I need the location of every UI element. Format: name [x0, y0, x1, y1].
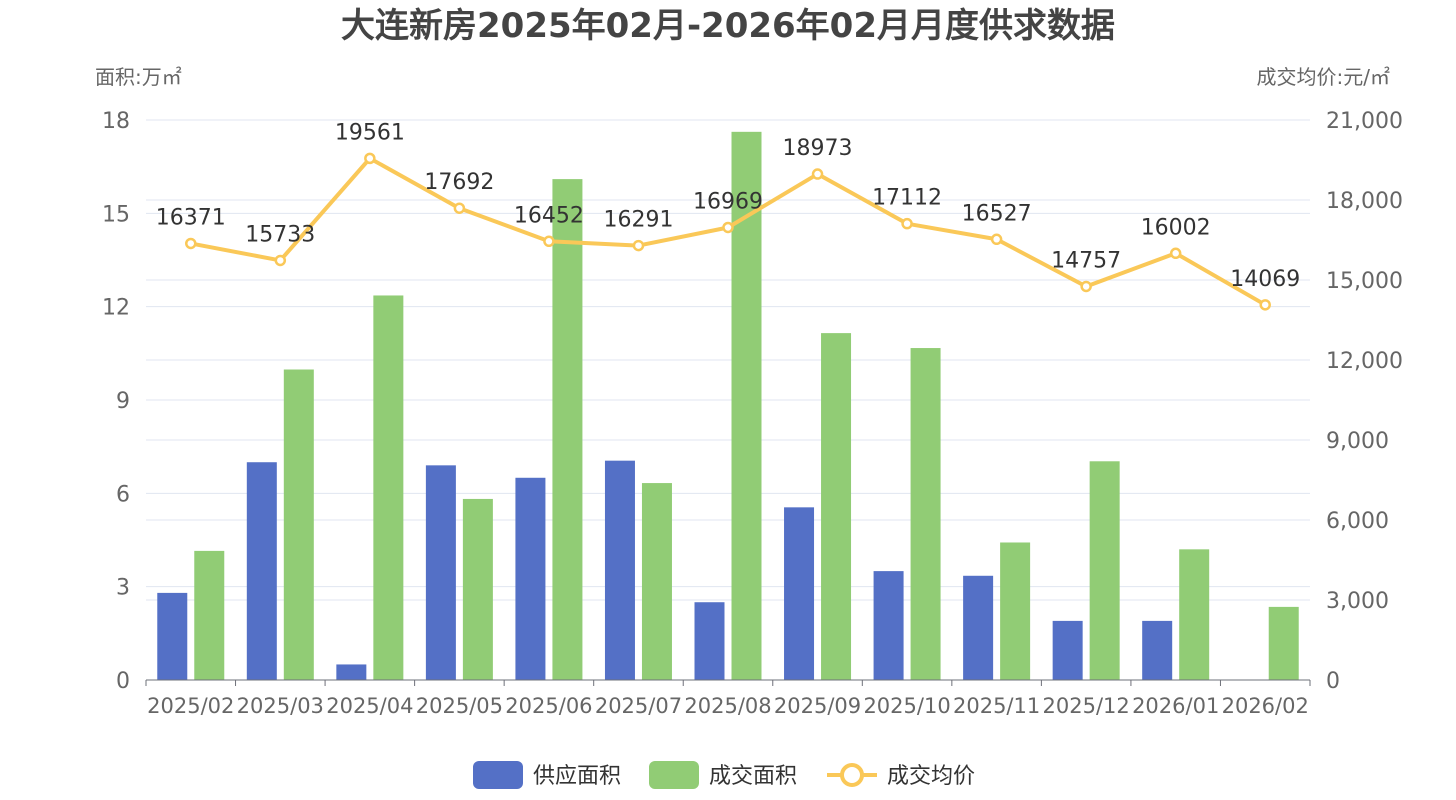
deal-area-bar	[1179, 549, 1210, 680]
price-data-label: 15733	[245, 222, 315, 247]
supply-area-bar	[515, 477, 546, 680]
price-point	[632, 239, 645, 252]
x-tick-label: 2025/08	[684, 694, 771, 718]
supply-area-bar	[1142, 620, 1173, 680]
x-tick-label: 2026/01	[1132, 694, 1219, 718]
price-point	[1169, 247, 1182, 260]
deal-area-bar	[373, 295, 404, 680]
supply-area-bar	[873, 571, 904, 680]
legend-label-price: 成交均价	[887, 764, 975, 789]
price-line: 16371 15733 19561 17692 16452 16291 16969 18973…	[156, 120, 1300, 311]
chart-title: 大连新房2025年02月-2026年02月月度供求数据	[341, 6, 1115, 46]
deal-area-bar	[1000, 542, 1031, 680]
left-tick-label: 18	[102, 109, 130, 134]
right-axis-title: 成交均价:元/㎡	[1257, 65, 1390, 89]
deal-area-bar	[1089, 461, 1120, 680]
legend-swatch-supply	[473, 761, 523, 789]
supply-area-bar	[157, 592, 188, 680]
supply-area-bar	[336, 664, 367, 680]
supply-area-bar	[246, 462, 277, 680]
price-data-label: 16291	[603, 208, 673, 233]
x-tick-label: 2025/06	[505, 694, 592, 718]
gridlines	[146, 119, 1310, 601]
supply-area-bar	[1052, 620, 1083, 680]
right-tick-label: 15,000	[1326, 269, 1403, 294]
right-tick-label: 6,000	[1326, 509, 1389, 534]
right-tick-label: 0	[1326, 669, 1340, 694]
deal-area-bar	[462, 498, 493, 680]
deal-area-bar	[641, 483, 672, 680]
deal-area-bar	[821, 333, 852, 680]
x-tick-label: 2025/04	[326, 694, 413, 718]
price-point	[185, 237, 197, 250]
left-tick-label: 3	[116, 576, 130, 601]
supply-area-bar	[963, 575, 994, 680]
price-point	[543, 235, 555, 248]
right-tick-label: 3,000	[1326, 589, 1389, 614]
price-data-label: 14757	[1051, 248, 1121, 273]
price-data-label: 14069	[1230, 267, 1300, 292]
left-axis: 0 3 6 9 12 15 18	[102, 109, 130, 694]
x-tick-label: 2025/03	[237, 694, 324, 718]
x-tick-label: 2026/02	[1222, 694, 1309, 718]
legend-swatch-price-marker	[840, 763, 864, 787]
supply-area-bar	[425, 465, 456, 680]
price-data-label: 16002	[1141, 215, 1211, 240]
x-tick-label: 2025/05	[416, 694, 503, 718]
price-point	[901, 217, 913, 230]
price-data-label: 16527	[962, 201, 1032, 226]
left-tick-label: 12	[102, 296, 130, 321]
price-data-label: 17112	[872, 186, 942, 211]
price-data-label: 18973	[783, 136, 853, 161]
x-tick-label: 2025/11	[953, 694, 1040, 718]
price-point	[990, 233, 1003, 246]
x-tick-label: 2025/02	[147, 694, 234, 718]
legend: 供应面积 成交面积 成交均价	[473, 761, 975, 789]
supply-area-bar	[694, 602, 725, 680]
supply-area-bar	[604, 460, 635, 680]
price-point	[1259, 299, 1271, 311]
price-point	[811, 168, 824, 180]
left-tick-label: 6	[116, 482, 130, 507]
x-tick-label: 2025/10	[863, 694, 950, 718]
price-point	[722, 221, 734, 234]
price-data-label: 16371	[156, 205, 226, 230]
left-tick-label: 15	[102, 202, 130, 227]
left-axis-title: 面积:万㎡	[95, 65, 182, 89]
right-tick-label: 9,000	[1326, 429, 1389, 454]
left-tick-label: 0	[116, 669, 130, 694]
price-data-label: 16452	[514, 203, 584, 228]
legend-label-supply: 供应面积	[533, 764, 621, 789]
deal-area-bar	[1268, 606, 1299, 680]
x-tick-label: 2025/12	[1043, 694, 1130, 718]
price-data-label: 16969	[693, 189, 763, 214]
left-tick-label: 9	[116, 389, 130, 414]
deal-area-bar	[552, 179, 583, 680]
price-point	[453, 202, 466, 214]
price-data-label: 19561	[335, 120, 405, 145]
deal-area-bar	[283, 369, 314, 680]
deal-area-bar	[194, 550, 225, 680]
bars	[157, 131, 1299, 681]
right-tick-label: 12,000	[1326, 349, 1403, 374]
right-tick-label: 21,000	[1326, 109, 1403, 134]
price-data-label: 17692	[424, 170, 494, 195]
deal-area-bar	[910, 348, 941, 680]
x-axis: 2025/02 2025/03 2025/04 2025/05 2025/06 2025/…	[145, 679, 1311, 718]
x-tick-label: 2025/09	[774, 694, 861, 718]
right-tick-label: 18,000	[1326, 189, 1403, 214]
price-point	[274, 254, 287, 267]
supply-area-bar	[784, 507, 815, 680]
legend-swatch-deal	[649, 761, 699, 789]
right-axis: 0 3,000 6,000 9,000 12,000 15,000 18,000 21,000	[1326, 109, 1403, 694]
x-tick-label: 2025/07	[595, 694, 682, 718]
price-point	[364, 152, 376, 165]
legend-label-deal: 成交面积	[709, 764, 797, 789]
price-point	[1080, 280, 1092, 293]
